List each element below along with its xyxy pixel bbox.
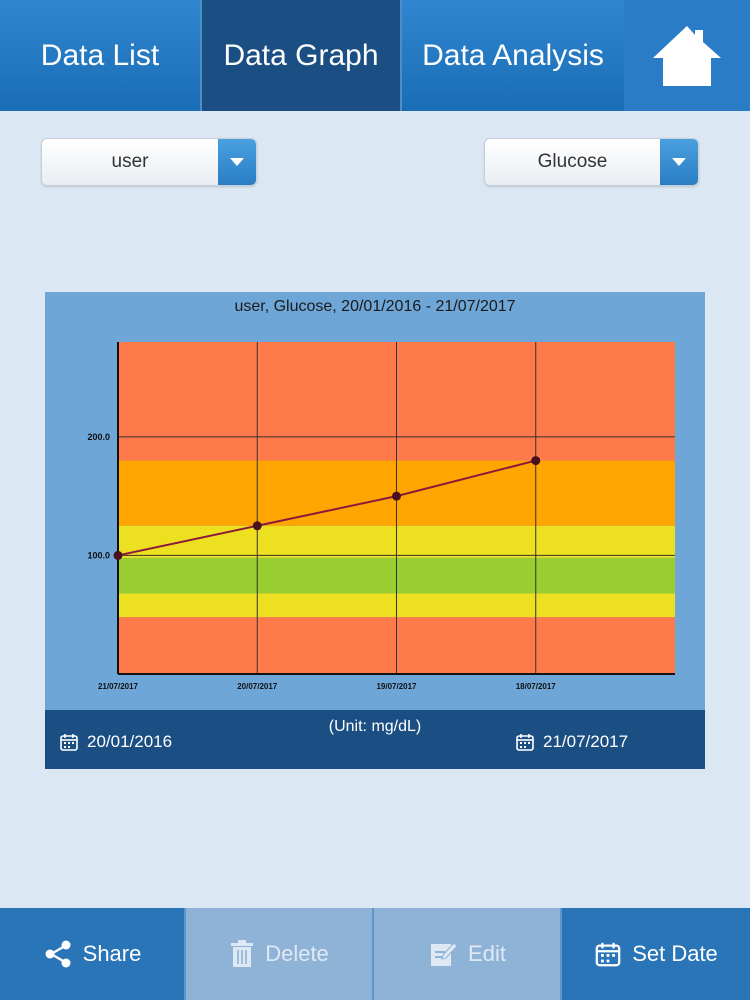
x-tick-label: 18/07/2017 [516,682,557,691]
x-tick-label: 21/07/2017 [98,682,139,691]
calendar-icon [516,734,534,751]
edit-icon [431,942,458,966]
edit-button[interactable]: Edit [374,908,562,1000]
user-dropdown-value: user [111,151,149,172]
unit-label: (Unit: mg/dL) [328,718,422,735]
house-icon [653,25,721,86]
calendar-icon [595,942,621,967]
user-dropdown[interactable]: user [41,138,257,186]
calendar-icon [60,734,78,751]
data-point [392,491,401,501]
share-button[interactable]: Share [0,908,186,1000]
y-tick-label: 200.0 [87,432,110,442]
top-tab-bar: Data List Data Graph Data Analysis [0,0,750,111]
end-date-picker[interactable]: 21/07/2017 [515,732,628,752]
share-label: Share [82,941,142,966]
tab-data-list[interactable]: Data List [40,38,160,72]
data-point [252,521,262,531]
dropdown-arrow-icon [218,139,256,185]
trash-icon [231,940,254,967]
set-date-button[interactable]: Set Date [562,908,750,1000]
delete-label: Delete [265,941,329,966]
delete-button[interactable]: Delete [186,908,374,1000]
x-tick-label: 19/07/2017 [376,682,417,691]
data-point [113,550,123,560]
tab-data-graph[interactable]: Data Graph [200,0,402,111]
start-date-picker[interactable]: 20/01/2016 [59,732,172,752]
x-tick-label: 20/07/2017 [237,682,278,691]
start-date-value: 20/01/2016 [87,732,173,751]
glucose-line-chart: 100.0 200.0 21/07/2017 20/07/2017 19/07/2017… [87,342,675,691]
chart-footer: (Unit: mg/dL) 20/01/2016 21/07/2017 [45,710,705,769]
end-date-value: 21/07/2017 [543,732,629,751]
metric-dropdown-value: Glucose [537,151,608,172]
share-icon [45,940,71,968]
set-date-label: Set Date [632,941,718,966]
metric-dropdown[interactable]: Glucose [484,138,699,186]
series-line [117,459,536,557]
chart-panel: 100.0 200.0 21/07/2017 20/07/2017 19/07/2017… [45,292,705,769]
tab-data-analysis[interactable]: Data Analysis [422,38,604,72]
y-tick-label: 100.0 [87,550,110,560]
bottom-toolbar: Share Delete Edit Set Date [0,908,750,1000]
edit-label: Edit [468,941,506,966]
chart-title: user, Glucose, 20/01/2016 - 21/07/2017 [234,298,516,315]
dropdown-arrow-icon [660,139,698,185]
data-point [531,456,541,466]
home-button[interactable] [624,0,750,111]
